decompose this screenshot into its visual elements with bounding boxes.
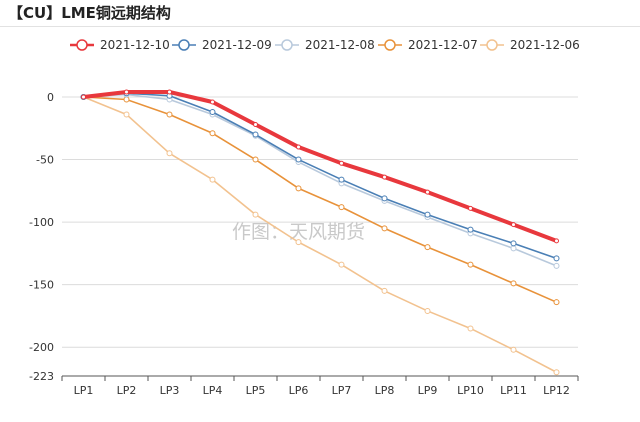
legend-label: 2021-12-10 [100,38,170,52]
data-point [295,185,302,192]
series-line [82,92,558,260]
title-divider [0,26,640,27]
data-point [468,205,473,211]
data-point [467,261,474,268]
y-tick-label: 0 [47,91,54,104]
series-line [81,89,559,243]
legend-label: 2021-12-09 [202,38,272,52]
watermark-text: 作图：天风期货 [232,221,365,243]
x-tick-label: LP11 [500,384,527,397]
data-point [210,99,215,105]
data-point [338,176,345,183]
x-tick-label: LP6 [289,384,309,397]
axes: 0 -50 -100 -150 -200 -223 LP1 LP2 LP3 LP4 LP5 LP6 LP… [29,91,579,397]
data-point [209,109,216,116]
y-tick-label: -100 [29,216,54,229]
data-point [338,261,345,268]
data-point [252,156,259,163]
series-line [82,96,558,374]
data-point [553,262,560,269]
data-point [295,156,302,163]
data-point [424,211,431,218]
data-point [252,131,259,138]
data-point [381,225,388,232]
data-point [553,369,560,376]
data-point [510,346,517,353]
data-point [510,245,517,252]
data-point [510,280,517,287]
data-point [295,239,302,246]
data-point [124,89,129,95]
x-tick-label: LP3 [160,384,180,397]
data-point [81,94,86,100]
data-point [166,111,173,118]
data-point [209,176,216,183]
y-tick-label: -200 [29,341,54,354]
legend-swatch-marker [76,39,88,51]
legend-swatch-marker [486,39,498,51]
data-point [166,150,173,157]
legend-swatch-marker [384,39,396,51]
data-point [424,244,431,251]
legend-label: 2021-12-08 [305,38,375,52]
data-point [510,240,517,247]
chart-title: 【CU】LME铜远期结构 [8,4,171,22]
data-point [553,299,560,306]
legend-label: 2021-12-06 [510,38,580,52]
x-tick-label: LP10 [457,384,484,397]
data-point [296,144,301,150]
data-point [554,238,559,244]
x-tick-label: LP7 [332,384,352,397]
y-tick-label: -223 [29,370,54,383]
series-line [82,93,558,267]
legend: 2021-12-10 2021-12-09 2021-12-08 2021-12-07… [70,38,580,52]
x-tick-label: LP9 [418,384,438,397]
x-tick-label: LP12 [543,384,570,397]
data-point [123,111,130,118]
data-point [339,160,344,166]
x-tick-label: LP1 [74,384,94,397]
series-lines [80,89,560,376]
data-point [338,204,345,211]
y-tick-label: -150 [29,279,54,292]
data-point [209,130,216,137]
data-point [511,222,516,228]
data-point [252,211,259,218]
data-point [382,174,387,180]
y-tick-label: -50 [36,154,54,167]
legend-swatch-marker [178,39,190,51]
data-point [167,89,172,95]
legend-swatch-marker [281,39,293,51]
data-point [381,287,388,294]
data-point [253,122,258,128]
data-point [123,96,130,103]
data-point [425,189,430,195]
x-tick-label: LP4 [203,384,223,397]
data-point [553,255,560,262]
data-point [467,325,474,332]
x-tick-label: LP8 [375,384,395,397]
data-point [424,307,431,314]
data-point [467,226,474,233]
x-tick-label: LP5 [246,384,266,397]
series-line [82,96,558,303]
data-point [381,195,388,202]
legend-label: 2021-12-07 [408,38,478,52]
x-tick-label: LP2 [117,384,137,397]
